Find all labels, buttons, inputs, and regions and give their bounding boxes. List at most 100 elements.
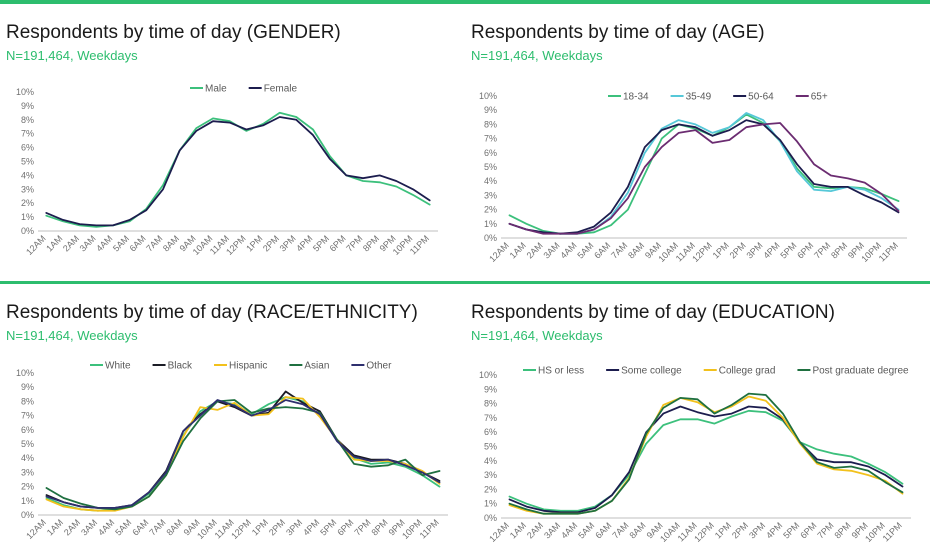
x-tick-label: 1AM (44, 233, 64, 253)
y-tick-label: 2% (21, 198, 34, 208)
chart-subtitle: N=191,464, Weekdays (471, 48, 603, 63)
chart-title: Respondents by time of day (AGE) (471, 22, 765, 43)
x-tick-label: 6AM (130, 517, 150, 537)
y-tick-label: 7% (21, 411, 34, 421)
legend-item: Female (248, 84, 298, 95)
x-tick-label: 2AM (61, 233, 81, 253)
legend-item: Black (152, 361, 193, 372)
x-tick-label: 7AM (610, 520, 630, 540)
x-tick-label: 3PM (278, 233, 298, 253)
x-tick-label: 4PM (761, 240, 781, 260)
x-tick-label: 7PM (344, 233, 364, 253)
legend-item: White (90, 361, 131, 372)
x-tick-label: 7PM (815, 520, 835, 540)
gender-chart-panel: Respondents by time of day (GENDER) N=19… (0, 4, 465, 274)
legend-label: Female (264, 84, 298, 95)
x-tick-label: 6AM (593, 520, 613, 540)
x-tick-label: 10AM (195, 517, 219, 541)
legend-label: Post graduate degree (812, 366, 909, 377)
y-tick-label: 8% (484, 119, 497, 129)
x-tick-label: 1AM (508, 520, 528, 540)
x-tick-label: 6PM (795, 240, 815, 260)
y-tick-label: 0% (21, 226, 34, 236)
x-tick-label: 3AM (542, 520, 562, 540)
race-ethnicity-line-chart: 0%1%2%3%4%5%6%7%8%9%10%12AM1AM2AM3AM4AM5… (16, 361, 448, 541)
y-tick-label: 8% (21, 396, 34, 406)
race-ethnicity-chart-panel: Respondents by time of day (RACE/ETHNICI… (0, 284, 465, 554)
y-tick-label: 2% (21, 482, 34, 492)
y-tick-label: 4% (484, 176, 497, 186)
y-tick-label: 1% (484, 219, 497, 229)
x-tick-label: 8AM (626, 240, 646, 260)
legend-item: Male (190, 84, 227, 95)
series-line-65- (508, 122, 900, 235)
x-tick-label: 3AM (79, 517, 99, 537)
legend-label: Hispanic (229, 361, 267, 372)
x-tick-label: 1PM (711, 240, 731, 260)
series-line-hs-or-less (508, 409, 904, 512)
x-tick-label: 12PM (692, 520, 716, 544)
x-tick-label: 1PM (713, 520, 733, 540)
x-tick-label: 3PM (744, 240, 764, 260)
legend-item: Other (351, 361, 392, 372)
legend-label: 35-49 (686, 92, 712, 103)
y-tick-label: 10% (479, 370, 497, 380)
x-tick-label: 6AM (592, 240, 612, 260)
legend-label: Other (366, 361, 392, 372)
y-tick-label: 3% (484, 190, 497, 200)
series-line-asian (45, 399, 441, 511)
y-tick-label: 10% (16, 87, 34, 97)
y-tick-label: 6% (484, 148, 497, 158)
x-tick-label: 5PM (781, 520, 801, 540)
education-chart-panel: Respondents by time of day (EDUCATION) N… (465, 284, 930, 554)
x-tick-label: 7AM (147, 517, 167, 537)
chart-subtitle: N=191,464, Weekdays (471, 328, 603, 343)
legend-item: College grad (703, 366, 775, 377)
x-tick-label: 11PM (418, 517, 441, 540)
y-tick-label: 6% (21, 425, 34, 435)
legend-item: 35-49 (670, 92, 712, 103)
gender-line-chart: 0%1%2%3%4%5%6%7%8%9%10%12AM1AM2AM3AM4AM5… (16, 84, 438, 257)
legend-label: White (105, 361, 131, 372)
y-tick-label: 2% (484, 484, 497, 494)
x-tick-label: 10PM (400, 517, 424, 541)
x-tick-label: 1PM (244, 233, 264, 253)
x-tick-label: 8AM (164, 517, 184, 537)
y-tick-label: 10% (479, 91, 497, 101)
x-tick-label: 4AM (94, 233, 114, 253)
chart-title: Respondents by time of day (EDUCATION) (471, 302, 835, 323)
legend-item: 65+ (795, 92, 828, 103)
series-line-male (45, 111, 431, 228)
y-tick-label: 9% (484, 105, 497, 115)
series-line-some-college (508, 405, 904, 514)
x-tick-label: 3AM (541, 240, 561, 260)
x-tick-label: 8PM (361, 233, 381, 253)
x-tick-label: 1AM (508, 240, 528, 260)
chart-title: Respondents by time of day (RACE/ETHNICI… (6, 302, 418, 323)
x-tick-label: 2AM (525, 520, 545, 540)
y-tick-label: 5% (484, 162, 497, 172)
y-tick-label: 5% (21, 439, 34, 449)
legend-label: HS or less (538, 366, 584, 377)
y-tick-label: 0% (21, 510, 34, 520)
y-tick-label: 8% (484, 399, 497, 409)
y-tick-label: 7% (484, 134, 497, 144)
y-tick-label: 8% (21, 115, 34, 125)
y-tick-label: 3% (21, 184, 34, 194)
x-tick-label: 5AM (575, 240, 595, 260)
x-tick-label: 2PM (267, 517, 287, 537)
series-line-post-graduate-degree (508, 392, 904, 515)
age-chart-panel: Respondents by time of day (AGE) N=191,4… (465, 4, 930, 274)
series-line-white (45, 396, 441, 512)
y-tick-label: 9% (21, 101, 34, 111)
x-tick-label: 4AM (96, 517, 116, 537)
x-tick-label: 6AM (128, 233, 148, 253)
x-tick-label: 7AM (144, 233, 164, 253)
x-tick-label: 8PM (369, 517, 389, 537)
series-line-50-64 (508, 119, 900, 235)
x-tick-label: 7AM (609, 240, 629, 260)
chart-legend: HS or less Some college College grad Post g… (523, 366, 909, 377)
legend-label: 50-64 (748, 92, 774, 103)
x-tick-label: 4AM (559, 520, 579, 540)
x-tick-label: 10AM (658, 520, 682, 544)
